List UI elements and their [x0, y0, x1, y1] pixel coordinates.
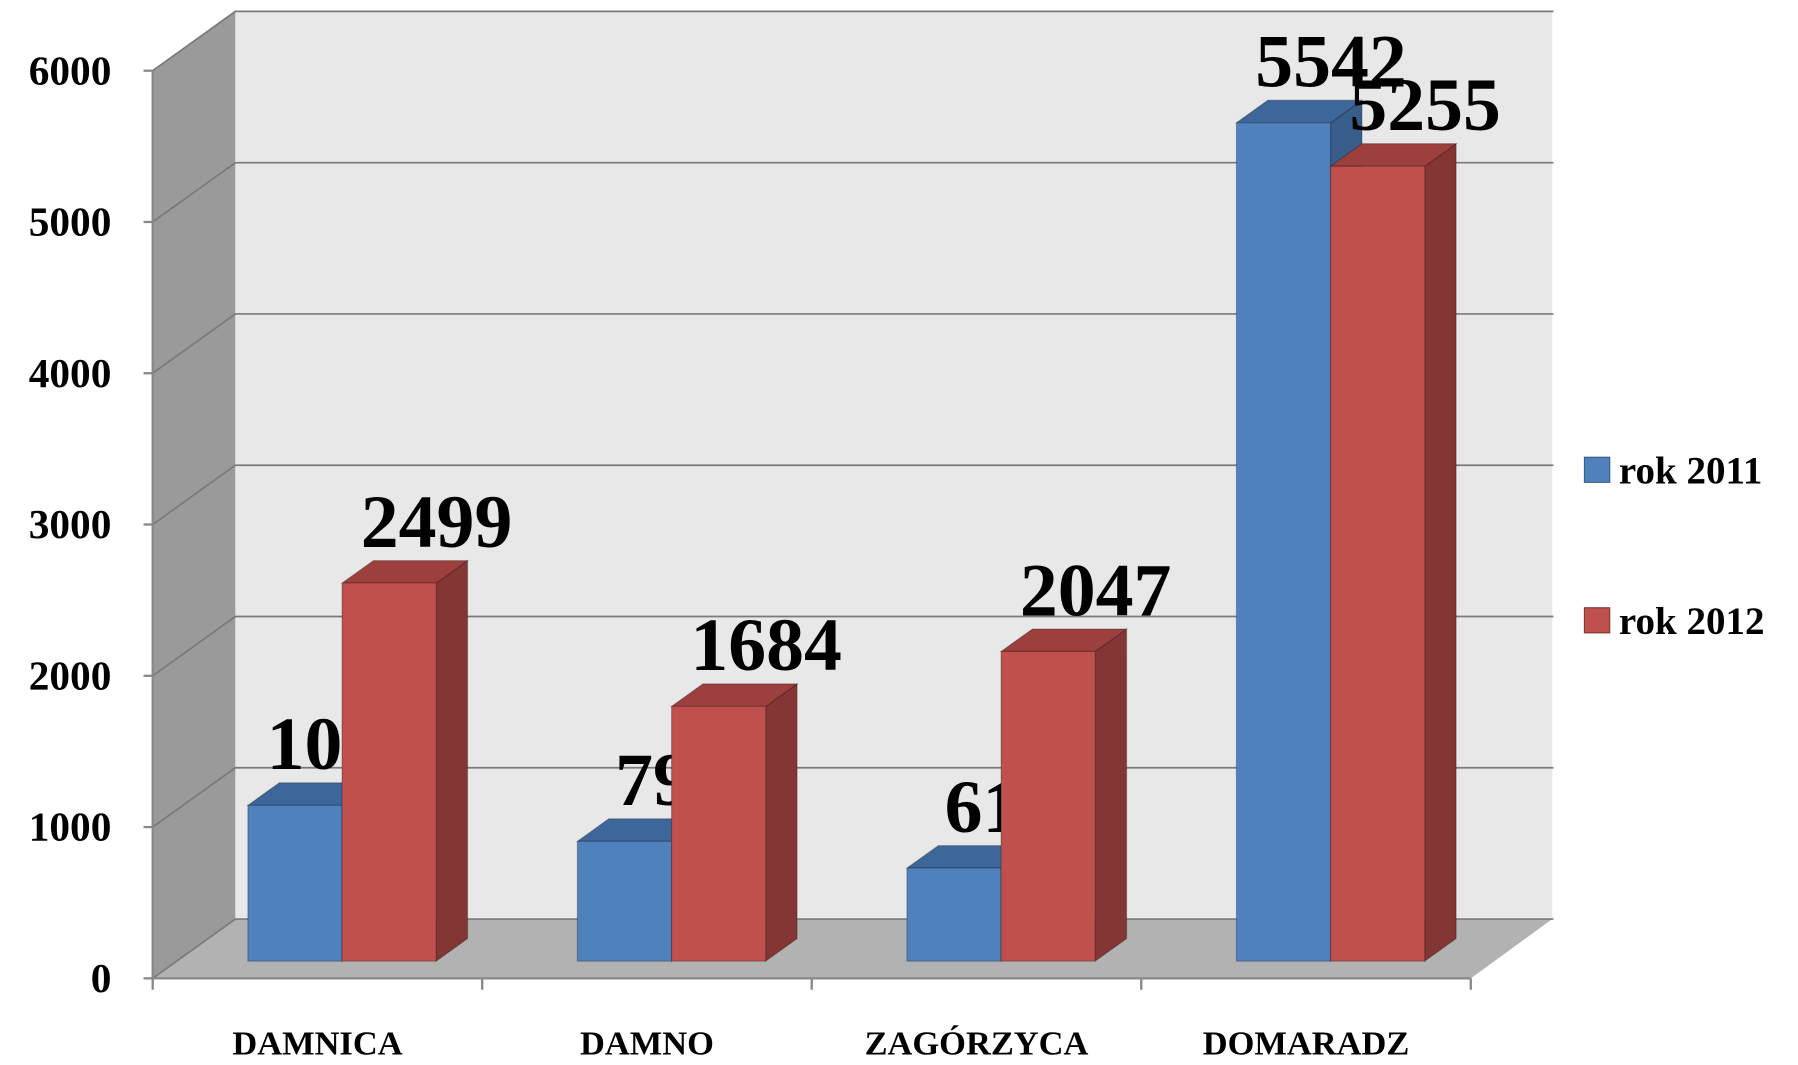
- grid-line: [152, 313, 1554, 374]
- bar: [247, 804, 343, 962]
- y-tick-label: 0: [91, 955, 112, 1001]
- bar-side: [435, 559, 469, 963]
- bar: [906, 867, 1002, 962]
- y-tick-label: 1000: [29, 804, 112, 850]
- bar: [341, 582, 437, 962]
- bar: [670, 705, 767, 962]
- grid-line: [152, 10, 1554, 72]
- legend-swatch: [1583, 607, 1611, 634]
- x-tick-label: DAMNO: [580, 1025, 714, 1063]
- y-tick-label: 4000: [29, 350, 112, 396]
- data-label: 5255: [1349, 64, 1501, 147]
- x-tick-label: DAMNICA: [232, 1025, 402, 1063]
- legend-swatch: [1583, 456, 1611, 483]
- bar-side: [765, 682, 798, 963]
- floor: [152, 919, 1553, 979]
- bar: [1000, 650, 1096, 962]
- data-label: 2499: [361, 481, 513, 564]
- x-tick-label: DOMARADZ: [1203, 1025, 1410, 1063]
- data-label: 1684: [690, 604, 842, 687]
- grid-line: [152, 464, 1554, 526]
- y-tick-label: 6000: [29, 48, 112, 94]
- legend-label: rok 2012: [1619, 600, 1765, 643]
- x-tick-label: ZAGÓRZYCA: [865, 1025, 1089, 1063]
- data-label: 2047: [1020, 550, 1172, 633]
- bar-side: [1094, 627, 1128, 963]
- y-tick-label: 5000: [29, 199, 112, 245]
- bar: [576, 840, 673, 962]
- y-tick-label: 3000: [29, 501, 112, 547]
- bar-side: [1424, 142, 1457, 963]
- legend-label: rok 2011: [1619, 450, 1762, 493]
- grid-line: [152, 615, 1554, 677]
- grid-line: [152, 161, 1554, 223]
- bar: [1329, 165, 1426, 962]
- data-label: 5542: [1255, 21, 1407, 104]
- y-tick-label: 2000: [29, 653, 112, 699]
- bar: [1235, 122, 1332, 962]
